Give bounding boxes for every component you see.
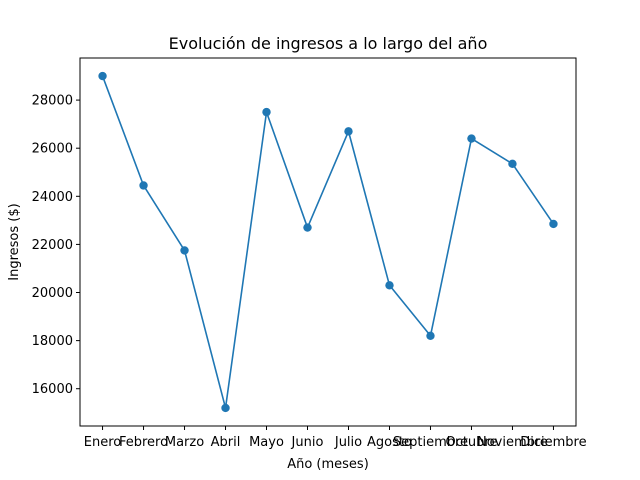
x-tick-label: Septiembre: [393, 435, 468, 450]
x-tick-label: Mayo: [249, 435, 284, 450]
y-tick-label: 28000: [32, 94, 73, 109]
x-tick-label: Julio: [334, 435, 362, 450]
axes-frame: [79, 57, 577, 427]
data-point: [467, 134, 476, 143]
data-point: [426, 331, 435, 341]
x-tick-label: Febrero: [119, 435, 168, 450]
data-point: [262, 107, 271, 117]
x-tick-label: Junio: [291, 435, 324, 450]
x-tick-label: Abril: [211, 435, 241, 450]
y-tick-label: 24000: [32, 190, 73, 205]
data-point: [221, 403, 230, 413]
y-tick-label: 26000: [32, 142, 73, 157]
y-tick-label: 20000: [32, 286, 73, 301]
y-axis-label: Ingresos ($): [7, 203, 22, 280]
series-line: [101, 75, 555, 409]
data-point: [549, 219, 558, 229]
y-tick-label: 18000: [32, 334, 73, 349]
x-tick-label: Diciembre: [520, 435, 586, 450]
chart-title: Evolución de ingresos a lo largo del año: [169, 34, 488, 53]
y-tick-label: 22000: [32, 238, 73, 253]
data-point: [98, 71, 107, 81]
x-tick-label: Octubre: [445, 435, 497, 450]
x-tick-label: Agosto: [367, 435, 412, 450]
x-tick-label: Enero: [84, 435, 122, 450]
x-tick-label: Marzo: [165, 435, 204, 450]
data-point: [508, 159, 517, 169]
data-point: [344, 127, 353, 136]
data-point: [180, 246, 189, 255]
y-tick-label: 16000: [32, 382, 73, 397]
data-point: [385, 281, 394, 290]
x-tick-label: Noviembre: [477, 435, 548, 450]
plot-area: 16000 18000 20000 22000 24000 26000 28000 Enero…: [32, 57, 587, 450]
data-point: [303, 223, 312, 232]
data-point: [139, 181, 148, 190]
x-axis-label: Año (meses): [287, 457, 369, 472]
